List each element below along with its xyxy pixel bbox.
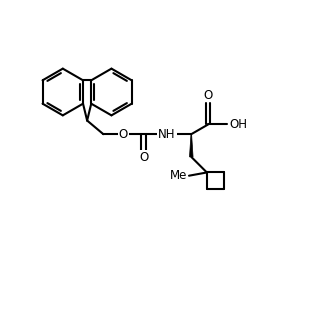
Text: NH: NH (158, 128, 176, 141)
Text: O: O (204, 89, 213, 102)
Polygon shape (189, 134, 193, 157)
Text: O: O (119, 128, 128, 141)
Text: Me: Me (170, 169, 187, 182)
Text: OH: OH (229, 118, 247, 131)
Text: O: O (139, 151, 148, 164)
